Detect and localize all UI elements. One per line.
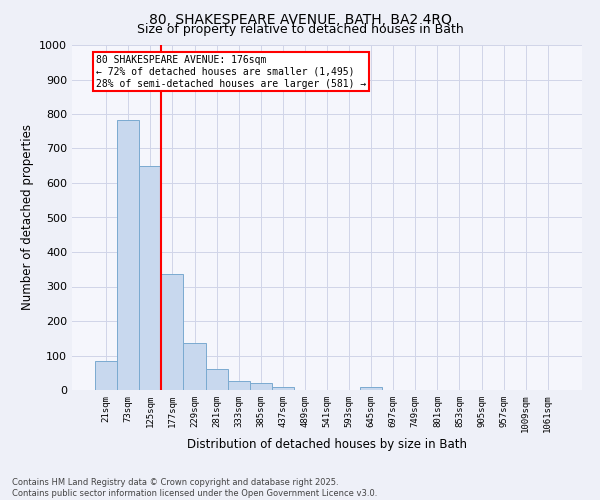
Bar [360, 386, 382, 390]
X-axis label: Distribution of detached houses by size in Bath: Distribution of detached houses by size … [187, 438, 467, 451]
Bar [206, 370, 227, 390]
Bar [161, 274, 184, 390]
Text: 80 SHAKESPEARE AVENUE: 176sqm
← 72% of detached houses are smaller (1,495)
28% o: 80 SHAKESPEARE AVENUE: 176sqm ← 72% of d… [96, 56, 367, 88]
Text: Size of property relative to detached houses in Bath: Size of property relative to detached ho… [137, 22, 463, 36]
Bar [117, 120, 139, 390]
Y-axis label: Number of detached properties: Number of detached properties [20, 124, 34, 310]
Bar [95, 362, 117, 390]
Bar [272, 386, 294, 390]
Bar [184, 344, 206, 390]
Text: Contains HM Land Registry data © Crown copyright and database right 2025.
Contai: Contains HM Land Registry data © Crown c… [12, 478, 377, 498]
Text: 80, SHAKESPEARE AVENUE, BATH, BA2 4RQ: 80, SHAKESPEARE AVENUE, BATH, BA2 4RQ [149, 12, 451, 26]
Bar [227, 382, 250, 390]
Bar [139, 166, 161, 390]
Bar [250, 383, 272, 390]
